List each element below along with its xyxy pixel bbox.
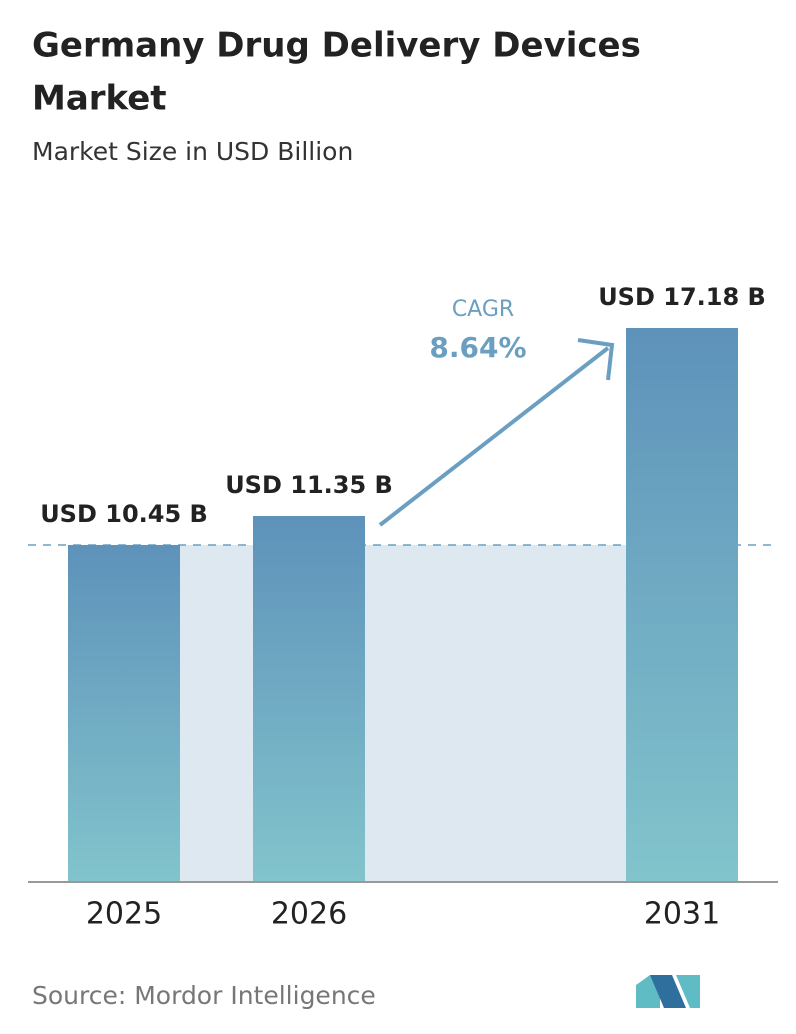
bar [253,515,365,882]
value-label: USD 11.35 B [225,471,393,499]
source: Source: Mordor Intelligence [32,981,376,1010]
cagr-label: CAGR [452,297,514,322]
chart-subtitle: Market Size in USD Billion [32,137,353,166]
chart-title: Germany Drug Delivery Devices [32,26,641,66]
value-label: USD 10.45 B [40,500,208,528]
bar [626,328,738,882]
cagr-value: 8.64% [429,331,526,364]
x-tick-label: 2025 [86,897,162,932]
x-tick-label: 2031 [644,897,720,932]
bar [68,545,180,882]
plot: USD 10.45 B 2025 USD 11.35 B 2026 USD 17.18 … [28,283,778,932]
x-tick-label: 2026 [271,897,347,932]
cagr-arrow [378,346,610,527]
chart-title: Market [32,79,167,119]
cagr-arrowhead [577,338,615,381]
value-label: USD 17.18 B [598,283,766,311]
logo [636,975,700,1008]
